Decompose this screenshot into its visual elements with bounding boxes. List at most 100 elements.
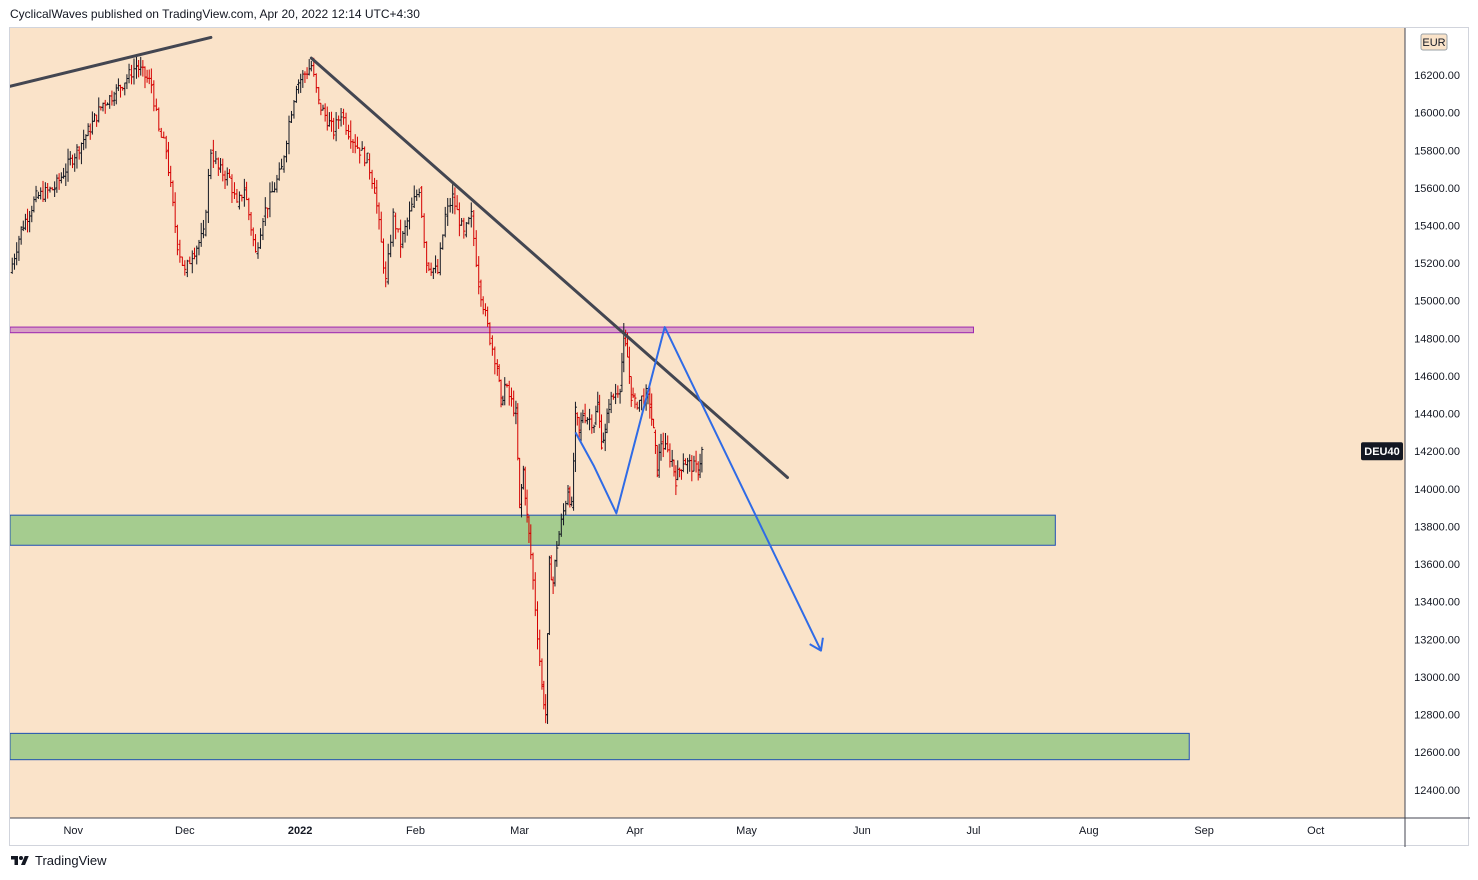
trendline-upper <box>10 35 213 88</box>
x-tick-label: Jun <box>853 825 871 837</box>
ohlc-bar <box>391 208 395 247</box>
x-tick-label: Apr <box>626 825 643 837</box>
y-tick-label: 13400.00 <box>1414 597 1460 609</box>
y-tick-label: 12600.00 <box>1414 747 1460 759</box>
symbol-badge-label: DEU40 <box>1364 446 1399 458</box>
ohlc-bar <box>425 241 429 273</box>
ohlc-bar <box>573 401 577 472</box>
price-chart[interactable]: 12400.00 12600.00 12800.00 13000.00 13200.00… <box>10 28 1470 847</box>
x-tick-label: Aug <box>1079 825 1099 837</box>
ohlc-bar <box>488 322 492 346</box>
x-tick-label: Dec <box>175 825 195 837</box>
y-tick-label: 12400.00 <box>1414 785 1460 797</box>
ohlc-bar <box>261 218 265 241</box>
ohlc-bar <box>365 152 369 164</box>
ohlc-bar <box>175 224 179 256</box>
ohlc-bar <box>696 461 700 481</box>
ohlc-bar <box>86 123 90 137</box>
ohlc-bar <box>347 124 351 140</box>
ohlc-bar <box>540 658 544 690</box>
support-zone-lower <box>10 732 1190 761</box>
ohlc-bar <box>201 219 205 239</box>
ohlc-bar <box>547 555 551 636</box>
ohlc-bar <box>254 234 258 253</box>
y-tick-label: 16200.00 <box>1414 70 1460 82</box>
ohlc-bar <box>495 359 499 376</box>
x-tick-label: Mar <box>510 825 529 837</box>
x-tick-label: Oct <box>1307 825 1324 837</box>
ohlc-bar <box>596 391 600 413</box>
ohlc-bar <box>164 135 168 160</box>
ohlc-bar <box>53 181 57 198</box>
ohlc-bar <box>339 108 343 127</box>
ohlc-bar <box>127 63 131 84</box>
y-tick-label: 14400.00 <box>1414 409 1460 421</box>
y-tick-label: 14600.00 <box>1414 371 1460 383</box>
ohlc-bar <box>499 379 503 408</box>
tradingview-logo-icon <box>11 855 29 865</box>
candles-layer <box>10 55 704 724</box>
ohlc-bar <box>599 414 603 450</box>
ohlc-bar <box>112 91 116 106</box>
trendline-descending <box>309 56 789 480</box>
ohlc-bar <box>209 149 213 180</box>
ohlc-bar <box>190 250 194 274</box>
ohlc-bar <box>518 457 522 509</box>
ohlc-bar <box>570 496 574 507</box>
publisher-line: CyclicalWaves published on TradingView.c… <box>10 7 420 21</box>
ohlc-bar <box>659 433 663 461</box>
ohlc-bar <box>280 158 284 170</box>
ohlc-bar <box>629 376 633 407</box>
ohlc-bar <box>674 465 678 496</box>
x-tick-label: Jul <box>966 825 980 837</box>
resistance-zone <box>10 326 974 334</box>
y-tick-label: 13000.00 <box>1414 672 1460 684</box>
ohlc-bar <box>618 388 622 404</box>
ohlc-bar <box>417 188 421 198</box>
y-tick-label: 13600.00 <box>1414 559 1460 571</box>
ohlc-bar <box>525 489 529 523</box>
ohlc-bar <box>648 387 652 419</box>
ohlc-bar <box>566 485 570 506</box>
ohlc-bar <box>521 465 525 490</box>
ohlc-bar <box>607 399 611 424</box>
ohlc-bar <box>670 449 674 467</box>
ohlc-bar <box>462 217 466 239</box>
forecast-arrowhead <box>809 637 824 652</box>
ohlc-bar <box>384 261 388 288</box>
ohlc-bar <box>652 418 656 429</box>
ohlc-bar <box>633 393 637 409</box>
ohlc-bar <box>655 444 659 478</box>
ohlc-bar <box>75 144 79 169</box>
footer-brand: TradingView <box>10 853 107 868</box>
x-tick-label: Sep <box>1194 825 1214 837</box>
y-tick-label: 14200.00 <box>1414 446 1460 458</box>
x-tick-label: Nov <box>63 825 83 837</box>
ohlc-bar <box>19 226 23 245</box>
x-tick-label: May <box>736 825 757 837</box>
y-tick-label: 15800.00 <box>1414 145 1460 157</box>
ohlc-bar <box>577 416 581 441</box>
ohlc-bar <box>227 169 231 179</box>
ohlc-bar <box>681 453 685 473</box>
x-tick-label: Feb <box>406 825 425 837</box>
ohlc-bar <box>451 183 455 214</box>
ohlc-bar <box>216 157 220 176</box>
currency-badge-label: EUR <box>1422 37 1445 49</box>
y-tick-label: 15200.00 <box>1414 258 1460 270</box>
y-tick-label: 15000.00 <box>1414 296 1460 308</box>
ohlc-bar <box>477 256 481 295</box>
y-tick-label: 12800.00 <box>1414 710 1460 722</box>
y-tick-label: 14000.00 <box>1414 484 1460 496</box>
ohlc-bar <box>514 400 518 425</box>
ohlc-bar <box>157 107 161 132</box>
support-zone-upper <box>10 514 1056 546</box>
y-tick-label: 13200.00 <box>1414 634 1460 646</box>
chart-panel[interactable]: 12400.00 12600.00 12800.00 13000.00 13200.00… <box>9 27 1470 847</box>
ohlc-bar <box>469 202 473 228</box>
ohlc-bar <box>242 178 246 207</box>
ohlc-bar <box>443 206 447 238</box>
ohlc-bar <box>149 68 153 94</box>
ohlc-bar <box>700 446 704 473</box>
ohlc-bar <box>183 260 187 276</box>
